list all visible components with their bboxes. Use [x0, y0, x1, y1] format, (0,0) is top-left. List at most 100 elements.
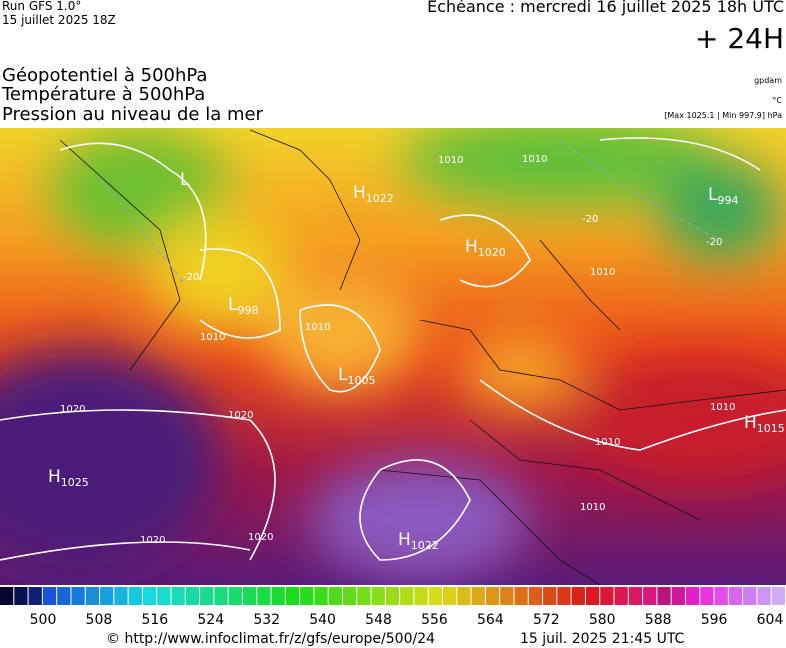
center-value: 1025: [61, 476, 89, 489]
colorbar: [0, 587, 785, 605]
colorbar-swatch: [585, 587, 600, 605]
colorbar-swatch: [414, 587, 428, 605]
center-letter: L: [708, 185, 718, 205]
colorbar-swatch: [614, 587, 628, 605]
isobar-label: 1010: [200, 332, 225, 343]
map: [0, 128, 786, 585]
colorbar-swatch: [285, 587, 300, 605]
colorbar-swatch: [385, 587, 400, 605]
colorbar-tick-label: 580: [589, 612, 616, 628]
colorbar-swatch: [457, 587, 471, 605]
unit: [Max 1025.1 | Min 997.9] hPa: [664, 111, 782, 120]
colorbar-swatch: [271, 587, 285, 605]
colorbar-swatch: [185, 587, 200, 605]
generated: 15 juil. 2025 21:45 UTC: [520, 631, 685, 647]
isobar-label: 1010: [710, 402, 735, 413]
colorbar-swatch: [71, 587, 85, 605]
colorbar-swatch: [657, 587, 671, 605]
colorbar-tick-label: 556: [421, 612, 448, 628]
temp-label: -20: [582, 214, 598, 225]
run-date: 15 juillet 2025 18Z: [2, 13, 116, 27]
pressure-center: H1015: [744, 413, 785, 435]
colorbar-swatch: [514, 587, 528, 605]
center-letter: L: [338, 365, 348, 385]
colorbar-swatch: [557, 587, 571, 605]
isobar-label: 1020: [60, 404, 85, 415]
pressure-center: H1022: [398, 530, 439, 552]
colorbar-swatch: [471, 587, 485, 605]
colorbar-swatch: [528, 587, 543, 605]
colorbar-swatch: [643, 587, 657, 605]
colorbar-swatch: [685, 587, 700, 605]
colorbar-swatch: [85, 587, 100, 605]
colorbar-swatch: [242, 587, 257, 605]
colorbar-swatch: [700, 587, 714, 605]
pressure-center: L998: [228, 295, 258, 317]
colorbar-tick-label: 572: [533, 612, 560, 628]
colorbar-swatch: [342, 587, 357, 605]
colorbar-tick-label: 596: [701, 612, 728, 628]
colorbar-swatch: [0, 587, 14, 605]
colorbar-swatch: [543, 587, 557, 605]
colorbar-swatch: [300, 587, 314, 605]
colorbar-swatch: [628, 587, 643, 605]
colorbar-tick-label: 500: [30, 612, 57, 628]
colorbar-swatch: [142, 587, 157, 605]
colorbar-swatch: [671, 587, 685, 605]
colorbar-swatch: [428, 587, 443, 605]
colorbar-tick-label: 588: [645, 612, 672, 628]
temp-label: -20: [706, 237, 722, 248]
pressure-center: L1005: [338, 365, 375, 387]
colorbar-swatch: [114, 587, 128, 605]
colorbar-swatch: [743, 587, 757, 605]
center-letter: L: [180, 170, 190, 190]
colorbar-tick-label: 532: [253, 612, 280, 628]
center-letter: L: [228, 295, 238, 315]
colorbar-swatch: [600, 587, 614, 605]
colorbar-swatch: [400, 587, 414, 605]
pressure-center: H1025: [48, 467, 89, 489]
isobar-label: 1010: [595, 437, 620, 448]
colorbar-swatch: [357, 587, 371, 605]
isobar-label: 1020: [248, 532, 273, 543]
valid-time: Echéance : mercredi 16 juillet 2025 18h …: [427, 0, 784, 16]
center-letter: H: [48, 467, 61, 487]
isobar-label: 1010: [580, 502, 605, 513]
center-letter: H: [353, 183, 366, 203]
title: Géopotentiel à 500hPa: [2, 65, 207, 86]
colorbar-tick-label: 524: [197, 612, 224, 628]
isobar-label: 1010: [522, 154, 547, 165]
colorbar-swatch: [714, 587, 728, 605]
isobar-label: 1020: [228, 410, 253, 421]
colorbar-swatch: [128, 587, 142, 605]
center-value: 1020: [478, 246, 506, 259]
colorbar-swatch: [757, 587, 771, 605]
colorbar-swatch: [100, 587, 114, 605]
unit: °C: [772, 96, 782, 105]
run: Run GFS 1.0°: [2, 0, 81, 13]
colorbar-swatch: [257, 587, 271, 605]
center-value: 1022: [366, 192, 394, 205]
center-letter: H: [465, 237, 478, 257]
colorbar-tick-label: 516: [141, 612, 168, 628]
center-value: 1022: [411, 539, 439, 552]
colorbar-swatch: [328, 587, 342, 605]
center-letter: H: [398, 530, 411, 550]
temp-label: -20: [183, 272, 199, 283]
isobar-label: 1010: [590, 267, 615, 278]
colorbar-swatch: [57, 587, 71, 605]
pressure-center: H1020: [465, 237, 506, 259]
colorbar-swatch: [200, 587, 214, 605]
isobar-label: 1020: [140, 535, 165, 546]
colorbar-swatch: [157, 587, 171, 605]
colorbar-tick-label: 548: [365, 612, 392, 628]
colorbar-swatch: [371, 587, 385, 605]
center-value: 1005: [347, 374, 375, 387]
colorbar-swatch: [314, 587, 328, 605]
lead-time: + 24H: [695, 22, 784, 55]
colorbar-swatch: [14, 587, 28, 605]
colorbar-tick-label: 564: [477, 612, 504, 628]
colorbar-tick-label: 540: [309, 612, 336, 628]
isobar-label: 1010: [305, 322, 330, 333]
